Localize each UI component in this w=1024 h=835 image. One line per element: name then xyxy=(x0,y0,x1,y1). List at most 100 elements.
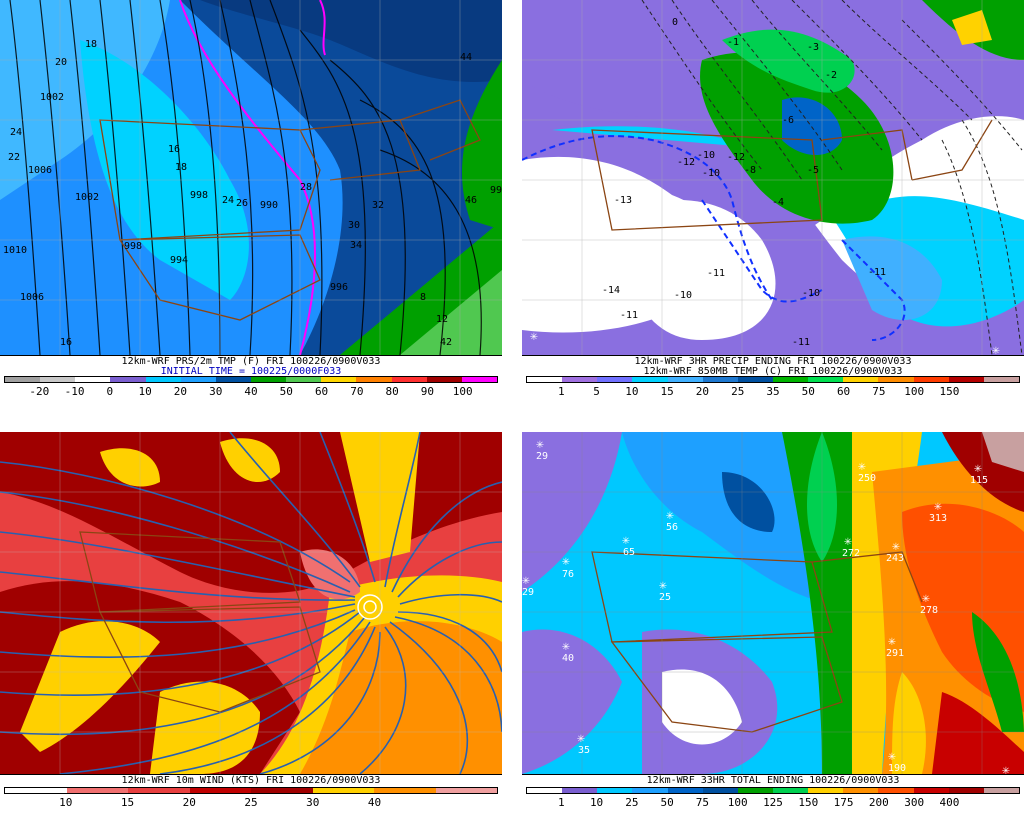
legend-swatch xyxy=(737,788,773,793)
contour-label: 16 xyxy=(60,337,72,348)
legend-tick-label: 10 xyxy=(59,796,73,809)
legend-swatch xyxy=(435,788,497,793)
legend-swatch xyxy=(702,788,738,793)
legend-ticks: -20 -10 0 10 20 30 40 50 60 70 80 90 100 xyxy=(4,385,498,399)
legend-swatch xyxy=(597,377,633,382)
legend-tick-label: 25 xyxy=(244,796,258,809)
contour-label: -11 xyxy=(620,310,638,321)
contour-label: -14 xyxy=(602,285,620,296)
legend-tick-label: 70 xyxy=(350,385,364,398)
legend-tick-label: 100 xyxy=(452,385,473,398)
legend-swatch xyxy=(5,788,67,793)
legend-tick-label: 150 xyxy=(939,385,960,398)
legend-swatch xyxy=(145,377,181,382)
legend-tick-label: 75 xyxy=(872,385,886,398)
contour-label: 20 xyxy=(55,57,67,68)
snowfall-value: 250 xyxy=(858,473,876,484)
contour-label: -4 xyxy=(772,197,784,208)
snowfall-value: 278 xyxy=(920,605,938,616)
legend-swatch xyxy=(913,377,949,382)
legend-tick-label: 40 xyxy=(244,385,258,398)
contour-label: 46 xyxy=(465,195,477,206)
legend-swatch xyxy=(772,788,809,793)
legend-tick-label: 0 xyxy=(106,385,114,398)
station-marker-icon: ✳ xyxy=(1002,763,1010,774)
contour-label: -12 xyxy=(727,152,745,163)
snowfall-value: 313 xyxy=(929,513,947,524)
legend-tick-label: 10 xyxy=(589,796,604,809)
station-marker-icon: ✳ xyxy=(888,749,896,764)
legend-swatch xyxy=(843,377,879,382)
snowfall-value: 25 xyxy=(659,592,671,603)
legend-swatch xyxy=(286,377,322,382)
legend-tick-label: 1 xyxy=(557,385,565,398)
snowfall-value: 190 xyxy=(888,763,906,774)
contour-label: 18 xyxy=(175,162,187,173)
snowfall-value: 65 xyxy=(623,547,635,558)
legend-swatch xyxy=(983,788,1019,793)
legend-tick-label: 50 xyxy=(660,796,674,809)
contour-label: 998 xyxy=(124,241,142,252)
contour-label: 16 xyxy=(168,144,180,155)
legend-swatch xyxy=(632,377,668,382)
legend-tick-label: 100 xyxy=(727,796,748,809)
contour-label: 32 xyxy=(372,200,384,211)
legend-swatch xyxy=(250,377,287,382)
legend-tick-label: 150 xyxy=(798,796,819,809)
legend-swatch xyxy=(312,788,374,793)
legend-tick-label: 100 xyxy=(904,385,925,398)
legend-ticks: 1 10 25 50 75 100 125 150 175 200 300 400 xyxy=(526,796,1020,810)
legend-tick-label: 5 xyxy=(593,385,600,398)
legend-ticks: 1 5 10 15 20 25 35 50 60 75 100 150 xyxy=(526,385,1020,399)
station-marker-icon: ✳ xyxy=(888,634,896,649)
contour-label: 28 xyxy=(300,182,312,193)
legend-tick-label: 60 xyxy=(314,385,329,398)
legend-swatch xyxy=(527,788,563,793)
panel-precip-850temp: 0 -1 -3 -2 -12 -10 -8 -13 -10 -6 -5 -11 … xyxy=(522,0,1024,403)
contour-label: 990 xyxy=(490,185,502,196)
station-marker-icon: ✳ xyxy=(659,578,667,593)
panel-33hr-total: ✳ ✳ ✳ ✳ ✳ ✳ ✳ ✳ ✳ ✳ ✳ ✳ ✳ ✳ ✳ ✳ ✳ 29 56 xyxy=(522,432,1024,835)
legend-swatch xyxy=(843,788,879,793)
map-title: 12km-WRF PRS/2m TMP (F) FRI 100226/0900V… xyxy=(121,356,381,367)
snow-symbol-icon: ✳ xyxy=(992,343,1000,355)
color-legend-bar xyxy=(4,376,498,383)
map-subtitle: 12km-WRF 850MB TEMP (C) FRI 100226/0900V… xyxy=(643,366,903,377)
snowfall-value: 56 xyxy=(666,522,678,533)
contour-label: -5 xyxy=(807,165,819,176)
legend-tick-label: -20 xyxy=(29,385,50,398)
contour-label: -1 xyxy=(727,37,739,48)
legend-tick-label: 10 xyxy=(625,385,639,398)
contour-label: 18 xyxy=(85,39,97,50)
legend-tick-label: 40 xyxy=(367,796,382,809)
contour-label: -11 xyxy=(868,267,886,278)
contour-label: 42 xyxy=(440,337,452,348)
contour-label: -10 xyxy=(802,288,820,299)
panel-10m-wind: 12km-WRF 10m WIND (KTS) FRI 100226/0900V… xyxy=(0,432,502,835)
legend-swatch xyxy=(562,788,598,793)
legend-tick-label: 35 xyxy=(766,385,780,398)
contour-label: 34 xyxy=(350,240,362,251)
snowfall-value: 291 xyxy=(886,648,904,659)
map-pressure-temp: 18 20 24 22 1006 1002 1010 16 18 998 24 … xyxy=(0,0,502,356)
contour-label: 30 xyxy=(348,220,360,231)
color-legend-bar xyxy=(4,787,498,794)
legend-tick-label: 15 xyxy=(660,385,674,398)
legend-swatch xyxy=(878,788,914,793)
contour-label: -10 xyxy=(702,168,720,179)
legend-swatch xyxy=(667,788,703,793)
legend-tick-label: 400 xyxy=(939,796,960,809)
legend-swatch xyxy=(983,377,1019,382)
legend-swatch xyxy=(391,377,427,382)
contour-label: -13 xyxy=(614,195,632,206)
legend-swatch xyxy=(356,377,392,382)
color-legend-bar xyxy=(526,376,1020,383)
legend-swatch xyxy=(426,377,462,382)
legend-tick-label: 75 xyxy=(695,796,710,809)
legend-swatch xyxy=(180,377,216,382)
map-title: 12km-WRF 33HR TOTAL ENDING 100226/0900V0… xyxy=(646,775,900,786)
legend-swatch xyxy=(321,377,357,382)
legend-swatch xyxy=(40,377,76,382)
legend-swatch xyxy=(737,377,773,382)
legend-swatch xyxy=(5,377,41,382)
